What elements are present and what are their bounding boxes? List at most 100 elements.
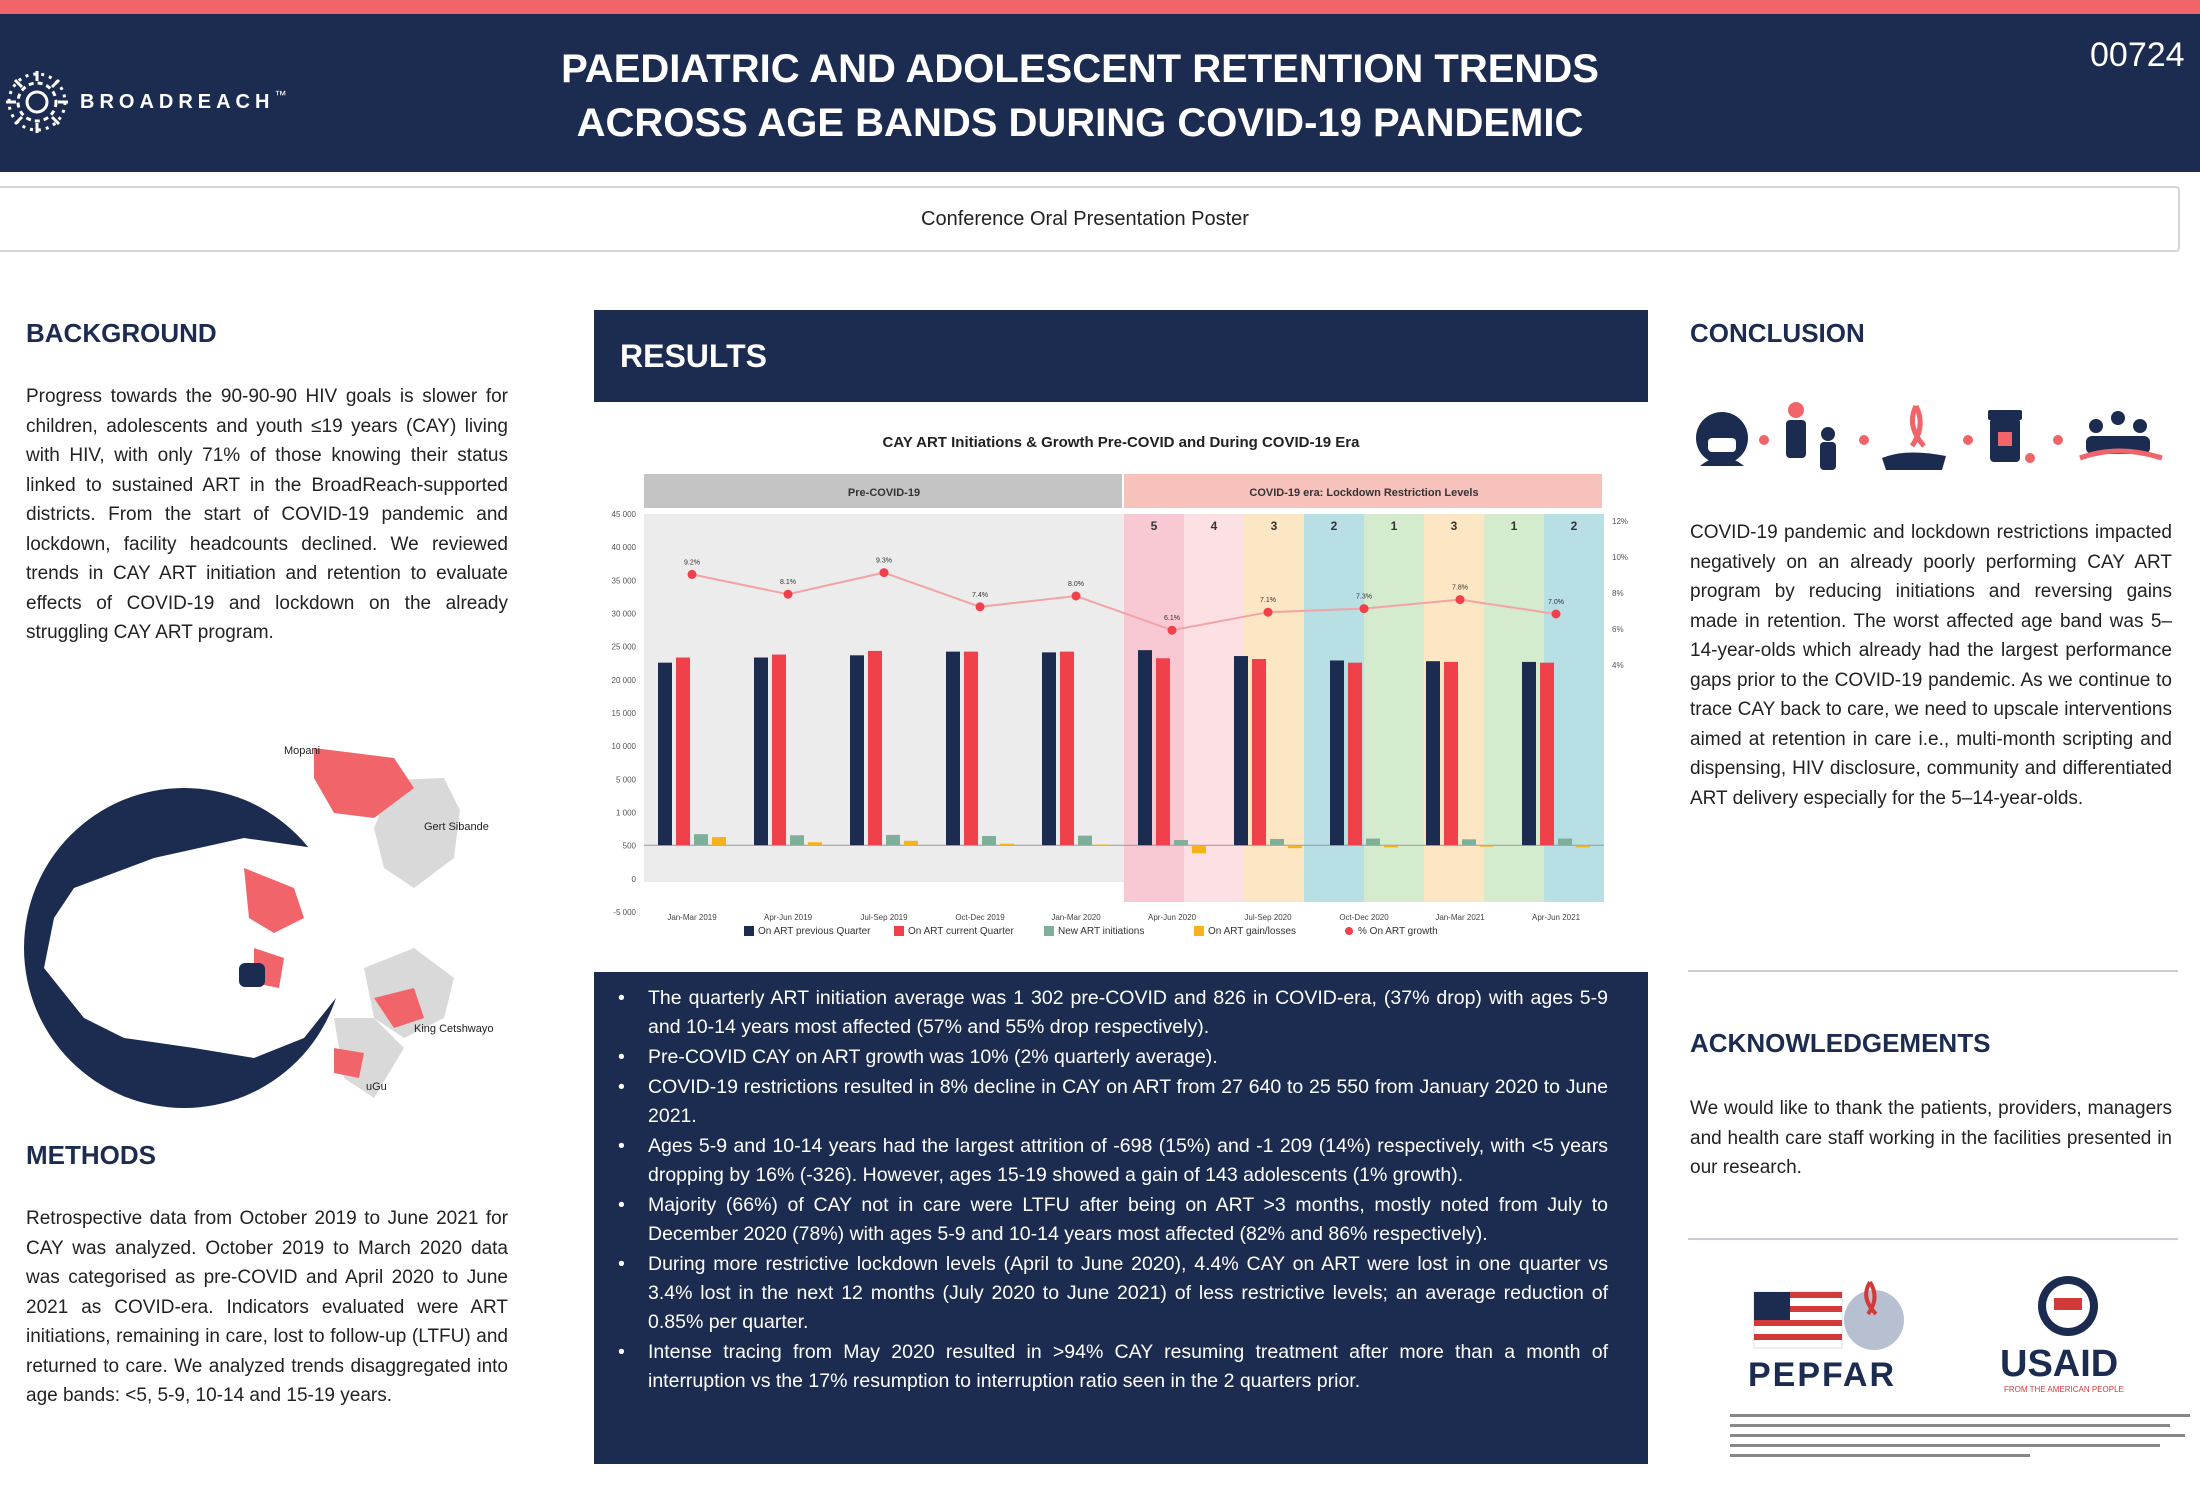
growth-point [1071, 591, 1081, 601]
bar-on-art-current-quarter [676, 657, 690, 846]
pepfar-wordmark: PEPFAR [1748, 1356, 1896, 1394]
legend-swatch [1194, 926, 1204, 936]
bar-on-art-gain-losses [1000, 843, 1014, 846]
top-accent-stripe [0, 0, 2200, 14]
map-label-king-cetshwayo: King Cetshwayo [414, 1023, 494, 1035]
bar-on-art-gain-losses [808, 842, 822, 846]
results-findings-box: The quarterly ART initiation average was… [594, 972, 1648, 1464]
district-map: Mopani Gert Sibande King Cetshwayo uGu [24, 745, 494, 1108]
bar-new-art-initiations [1462, 839, 1476, 846]
bar-on-art-previous-quarter [1138, 650, 1152, 846]
y2-tick-label: 8% [1612, 589, 1624, 598]
map-lesotho [239, 963, 265, 987]
aids-ribbon-icon [1864, 1280, 1878, 1316]
chart-legend: On ART previous Quarter On ART current Qu… [744, 926, 1438, 937]
methods-text: Retrospective data from October 2019 to … [26, 1208, 508, 1406]
x-tick-label: Oct-Dec 2019 [955, 913, 1005, 922]
title-line-2: ACROSS AGE BANDS DURING COVID-19 PANDEMI… [576, 101, 1584, 145]
family-icon [1786, 402, 1836, 470]
x-tick-label: Apr-Jun 2020 [1148, 913, 1197, 922]
results-heading: RESULTS [620, 337, 767, 374]
growth-data-label: 6.1% [1164, 615, 1180, 622]
bar-on-art-current-quarter [1348, 662, 1362, 846]
broadreach-logo: BROADREACH ™ [4, 66, 304, 138]
chart-title: CAY ART Initiations & Growth Pre-COVID a… [882, 434, 1360, 451]
legend-swatch [744, 926, 754, 936]
bar-new-art-initiations [1174, 840, 1188, 846]
map-label-gert-sibande: Gert Sibande [424, 821, 489, 833]
findings-list: The quarterly ART initiation average was… [618, 984, 1608, 1396]
growth-point [1167, 625, 1177, 635]
bar-on-art-gain-losses [1384, 845, 1398, 848]
x-tick-label: Jul-Sep 2019 [860, 913, 908, 922]
bar-on-art-gain-losses [1096, 844, 1110, 846]
lockdown-level-label: 1 [1391, 519, 1398, 533]
y2-tick-label: 12% [1612, 517, 1628, 526]
right-divider-2 [1688, 1238, 2178, 1240]
separator-dot [2053, 435, 2063, 445]
legend-label: New ART initiations [1058, 926, 1144, 937]
growth-data-label: 9.2% [684, 559, 700, 566]
y2-tick-label: 4% [1612, 661, 1624, 670]
finding-item: Ages 5-9 and 10-14 years had the largest… [618, 1132, 1608, 1190]
poster-title: PAEDIATRIC AND ADOLESCENT RETENTION TREN… [430, 42, 1730, 150]
bar-new-art-initiations [982, 836, 996, 846]
bar-on-art-previous-quarter [1042, 652, 1056, 846]
y-tick-label: 25 000 [612, 643, 637, 652]
separator-dot [1759, 435, 1769, 445]
growth-data-label: 7.1% [1260, 597, 1276, 604]
bar-on-art-previous-quarter [850, 655, 864, 846]
bar-on-art-gain-losses [1576, 845, 1590, 848]
era-band-0 [644, 474, 1122, 508]
growth-point [975, 602, 985, 612]
growth-point [1551, 609, 1561, 619]
lockdown-level-label: 2 [1331, 519, 1338, 533]
legend-swatch [894, 926, 904, 936]
lockdown-level-band [1124, 514, 1184, 902]
logo-text: BROADREACH [80, 90, 275, 113]
legend-label: On ART current Quarter [908, 926, 1014, 937]
x-tick-label: Jan-Mar 2019 [667, 913, 717, 922]
map-district-gert-sibande [244, 868, 304, 933]
growth-data-label: 7.0% [1548, 599, 1564, 606]
bar-new-art-initiations [1558, 838, 1572, 846]
acknowledgements-text: We would like to thank the patients, pro… [1690, 1098, 2172, 1178]
broadreach-sunburst-icon [6, 71, 68, 133]
poster-header: BROADREACH ™ PAEDIATRIC AND ADOLESCENT R… [0, 14, 2200, 172]
finding-item: During more restrictive lockdown levels … [618, 1250, 1608, 1337]
y-tick-label: 500 [623, 842, 637, 851]
community-icon [2079, 411, 2163, 461]
bar-new-art-initiations [694, 834, 708, 846]
bar-on-art-current-quarter [1060, 651, 1074, 846]
lockdown-level-label: 5 [1151, 519, 1158, 533]
subtitle-box: Conference Oral Presentation Poster [0, 186, 2180, 252]
map-neighbour-southeast [334, 1018, 404, 1098]
bar-on-art-previous-quarter [1234, 656, 1248, 846]
background-text: Progress towards the 90-90-90 HIV goals … [26, 386, 508, 643]
conclusion-heading: CONCLUSION [1690, 318, 1865, 348]
subtitle-text: Conference Oral Presentation Poster [921, 207, 1249, 230]
growth-point [783, 589, 793, 599]
era-label-1: COVID-19 era: Lockdown Restriction Level… [1249, 487, 1478, 499]
legend-label: On ART previous Quarter [758, 926, 871, 937]
usaid-tagline: FROM THE AMERICAN PEOPLE [2004, 1385, 2124, 1394]
growth-data-label: 8.0% [1068, 581, 1084, 588]
finding-item: Pre-COVID CAY on ART growth was 10% (2% … [618, 1043, 1608, 1072]
x-tick-label: Jul-Sep 2020 [1244, 913, 1292, 922]
usaid-wordmark: USAID [2000, 1343, 2118, 1385]
map-district-ugu [334, 1048, 364, 1078]
bar-new-art-initiations [1366, 838, 1380, 846]
legend-swatch [1044, 926, 1054, 936]
y-tick-label: 5 000 [616, 775, 637, 784]
bar-new-art-initiations [886, 834, 900, 846]
bar-on-art-previous-quarter [658, 662, 672, 846]
conclusion-text: COVID-19 pandemic and lockdown restricti… [1690, 522, 2172, 809]
y2-tick-label: 6% [1612, 625, 1624, 634]
y-tick-label: 35 000 [612, 576, 637, 585]
title-line-1: PAEDIATRIC AND ADOLESCENT RETENTION TREN… [561, 47, 1599, 91]
bar-on-art-gain-losses [1288, 845, 1302, 849]
finding-item: The quarterly ART initiation average was… [618, 984, 1608, 1042]
bar-on-art-gain-losses [1480, 845, 1494, 847]
bar-on-art-current-quarter [1540, 662, 1554, 846]
era-label-0: Pre-COVID-19 [848, 487, 920, 499]
